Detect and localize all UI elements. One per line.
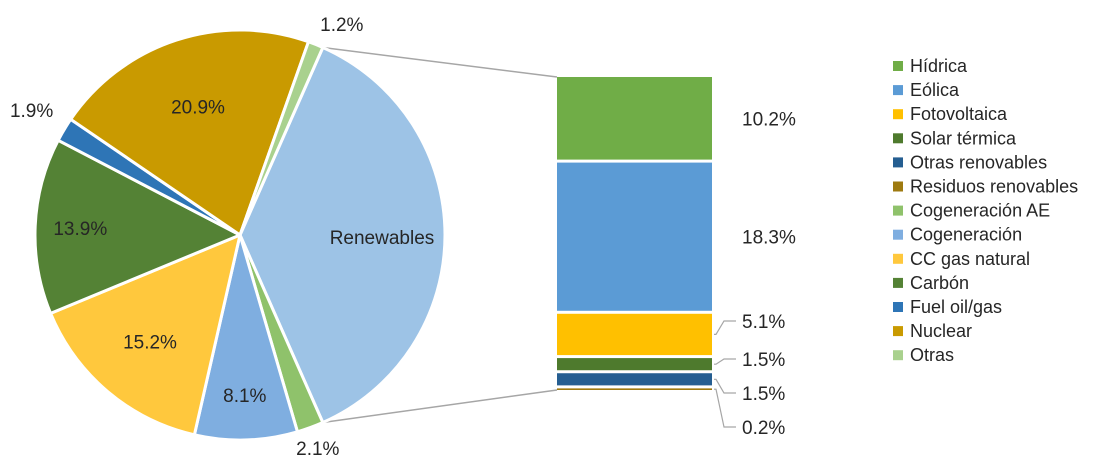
pie-slice-otras	[238, 40, 325, 237]
stack-segment-otras-renovables	[557, 373, 712, 386]
stack-segment-hidrica	[557, 77, 712, 160]
legend-swatch-hidrica	[893, 61, 903, 71]
legend-label-solar-termica: Solar térmica	[910, 128, 1017, 148]
legend-swatch-eolica	[893, 85, 903, 96]
legend-swatch-solar-termica	[893, 133, 903, 144]
legend-swatch-carbon	[893, 277, 903, 288]
stack-segment-fotovoltaica	[557, 313, 712, 356]
stack-label-solar-termica: 1.5%	[742, 350, 785, 371]
stack-leader-line-otras-renovables	[714, 378, 736, 394]
pie-label-cogeneracion-ae: 2.1%	[296, 439, 339, 460]
pie-label-group: Renewables 2.1% 8.1% 15.2% 13.9% 1.9% 20.9% 1.2…	[10, 15, 434, 460]
pie-center-label: Renewables	[330, 228, 435, 249]
stack-label-residuos-renovables: 0.2%	[742, 418, 785, 439]
stack-leader-line-solar-termica	[714, 358, 736, 365]
pie-slice-carbon	[33, 138, 242, 315]
pie-label-fuel-oil-gas: 1.9%	[10, 101, 53, 122]
pie-slice-renewables	[238, 45, 447, 425]
stack-label-hidrica: 10.2%	[742, 109, 796, 130]
pie-slice-cc-gas-natural	[49, 233, 242, 437]
pie-slice-nuclear	[69, 28, 310, 237]
legend-label-nuclear: Nuclear	[910, 321, 972, 341]
legend-swatch-otras-renovables	[893, 157, 903, 168]
pie-slice-cogeneracion	[192, 233, 299, 442]
legend-label-otras: Otras	[910, 345, 954, 365]
legend-label-otras-renovables: Otras renovables	[910, 152, 1047, 172]
connector-line-bottom	[322, 389, 558, 424]
stack-segment-eolica	[557, 162, 712, 311]
legend-swatch-fotovoltaica	[893, 109, 903, 120]
stack-label-fotovoltaica: 5.1%	[742, 312, 785, 333]
pie-label-carbon: 13.9%	[53, 219, 107, 240]
stack-label-otras-renovables: 1.5%	[742, 384, 785, 405]
legend-label-carbon: Carbón	[910, 273, 969, 293]
stack-segment-residuos-renovables	[557, 388, 712, 390]
stack-leader-line-fotovoltaica	[714, 320, 736, 335]
legend-label-residuos-renovables: Residuos renovables	[910, 177, 1078, 197]
legend-label-fotovoltaica: Fotovoltaica	[910, 104, 1008, 124]
legend-label-hidrica: Hídrica	[910, 56, 968, 76]
legend: Hídrica Eólica Fotovoltaica Solar térmica Ot…	[893, 56, 1078, 365]
legend-label-fuel-oil-gas: Fuel oil/gas	[910, 297, 1002, 317]
legend-swatch-nuclear	[893, 326, 903, 337]
legend-swatch-cogeneracion	[893, 229, 903, 240]
pie-label-nuclear: 20.9%	[171, 97, 225, 118]
legend-swatch-residuos-renovables	[893, 181, 903, 192]
legend-swatch-cogeneracion-ae	[893, 205, 903, 216]
pie-group	[33, 28, 447, 442]
legend-swatch-otras	[893, 350, 903, 361]
pie-label-otras: 1.2%	[320, 15, 363, 36]
legend-label-cc-gas-natural: CC gas natural	[910, 249, 1030, 269]
stack-label-eolica: 18.3%	[742, 228, 796, 249]
stack-leader-line-residuos-renovables	[714, 388, 736, 428]
legend-label-cogeneracion: Cogeneración	[910, 225, 1022, 245]
stack-bar-group	[557, 77, 712, 390]
legend-swatch-fuel-oil-gas	[893, 302, 903, 312]
legend-swatch-cc-gas-natural	[893, 253, 903, 264]
legend-label-cogeneracion-ae: Cogeneración AE	[910, 201, 1050, 221]
stack-segment-solar-termica	[557, 358, 712, 371]
legend-label-eolica: Eólica	[910, 80, 960, 100]
pie-label-cogeneracion: 8.1%	[223, 386, 266, 407]
stack-label-group: 10.2% 18.3% 5.1% 1.5% 1.5% 0.2%	[714, 109, 796, 439]
connector-layer	[322, 46, 558, 424]
connector-line-top	[322, 46, 558, 78]
pie-label-cc-gas-natural: 15.2%	[123, 333, 177, 354]
